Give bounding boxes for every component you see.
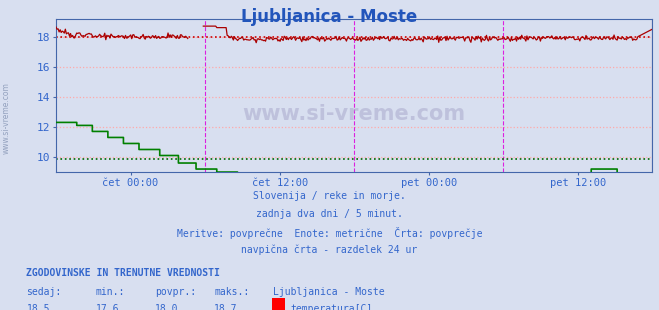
Text: 18,7: 18,7 [214,304,238,310]
Text: 18,5: 18,5 [26,304,50,310]
Text: www.si-vreme.com: www.si-vreme.com [2,82,11,154]
Text: povpr.:: povpr.: [155,287,196,297]
Text: navpična črta - razdelek 24 ur: navpična črta - razdelek 24 ur [241,245,418,255]
Text: zadnja dva dni / 5 minut.: zadnja dva dni / 5 minut. [256,209,403,219]
Text: temperatura[C]: temperatura[C] [290,304,372,310]
Text: maks.:: maks.: [214,287,249,297]
Text: 17,6: 17,6 [96,304,119,310]
Text: ZGODOVINSKE IN TRENUTNE VREDNOSTI: ZGODOVINSKE IN TRENUTNE VREDNOSTI [26,268,220,278]
Text: sedaj:: sedaj: [26,287,61,297]
Text: www.si-vreme.com: www.si-vreme.com [243,104,466,124]
Text: Ljubljanica - Moste: Ljubljanica - Moste [273,287,385,297]
Text: Ljubljanica - Moste: Ljubljanica - Moste [241,8,418,26]
Text: 18,0: 18,0 [155,304,179,310]
Text: Meritve: povprečne  Enote: metrične  Črta: povprečje: Meritve: povprečne Enote: metrične Črta:… [177,227,482,239]
Text: min.:: min.: [96,287,125,297]
Text: Slovenija / reke in morje.: Slovenija / reke in morje. [253,191,406,201]
